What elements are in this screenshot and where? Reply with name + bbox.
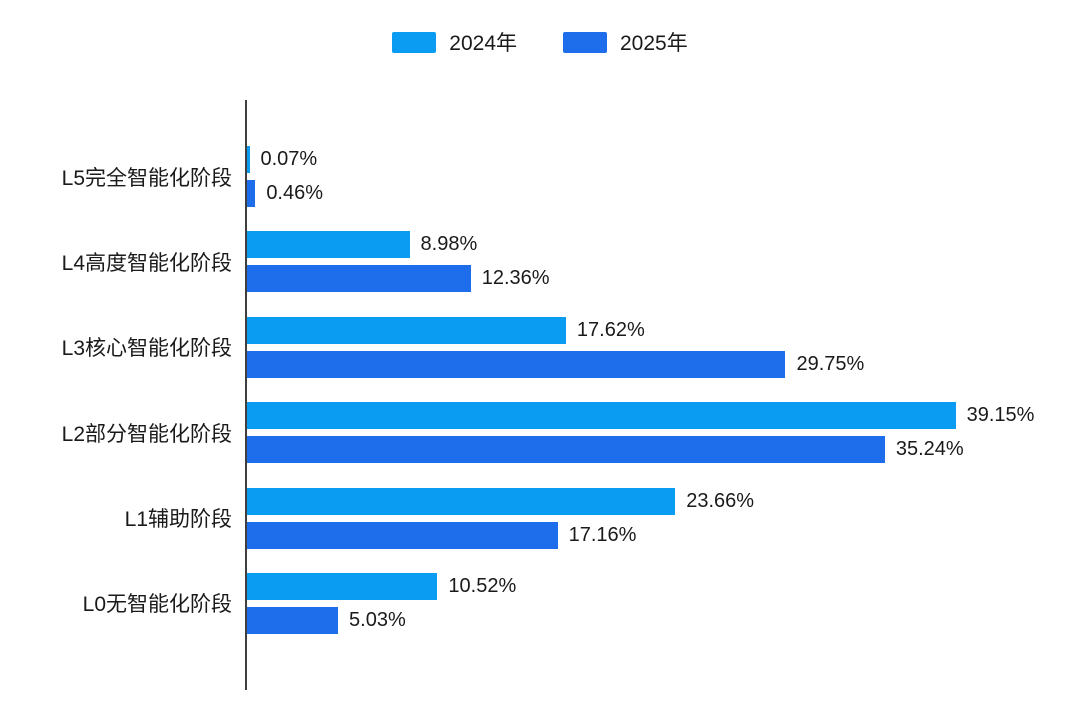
legend-item-2025: 2025年 [563,27,688,57]
value-label: 29.75% [796,352,865,375]
bar-row: 39.15% [247,402,1080,430]
bar-2024年 [247,572,438,600]
category-label: L3核心智能化阶段 [61,337,232,361]
bar-2025年 [247,521,558,549]
category-group: L5完全智能化阶段 0.07% 0.46% [0,146,1080,207]
bar-row: 29.75% [247,350,1080,378]
bar-row: 12.36% [247,265,1080,293]
bar-2024年 [247,231,410,259]
bar-row: 5.03% [247,606,1080,634]
legend-item-2024: 2024年 [392,27,517,57]
value-label: 0.46% [266,182,324,204]
bar-row: 10.52% [247,572,1080,600]
value-label: 5.03% [349,608,406,631]
bar-row: 35.24% [247,436,1080,464]
value-label: 0.07% [260,148,318,170]
chart-plot-area: L5完全智能化阶段 0.07% 0.46% L4高度智能化阶段 8.98% 12.36% L… [0,146,1080,658]
value-label: 12.36% [481,267,550,290]
bar-2024年 [247,316,566,344]
legend-label-2025: 2025年 [620,32,688,55]
legend-label-2024: 2024年 [449,32,517,55]
bar-2025年 [247,265,471,293]
category-group: L1辅助阶段 23.66% 17.16% [0,487,1080,549]
bar-2024年 [247,146,250,173]
chart-legend: 2024年 2025年 [0,27,1080,57]
bar-2025年 [247,180,256,207]
category-group: L3核心智能化阶段 17.62% 29.75% [0,316,1080,378]
value-label: 10.52% [448,574,517,597]
category-label: L5完全智能化阶段 [61,166,232,190]
value-label: 35.24% [895,438,964,461]
category-label: L4高度智能化阶段 [61,251,232,275]
category-group: L2部分智能化阶段 39.15% 35.24% [0,402,1080,464]
bar-row: 23.66% [247,487,1080,515]
bar-row: 0.07% [247,146,1080,173]
value-label: 17.16% [568,523,637,546]
category-group: L4高度智能化阶段 8.98% 12.36% [0,231,1080,293]
legend-swatch-2025 [563,31,607,53]
bar-2024年 [247,402,956,430]
value-label: 8.98% [420,233,478,256]
bar-row: 8.98% [247,231,1080,259]
bar-2025年 [247,436,885,464]
legend-swatch-2024 [392,31,437,53]
bar-row: 17.16% [247,521,1080,549]
bar-row: 17.62% [247,316,1080,344]
value-label: 17.62% [576,318,645,341]
bar-2025年 [247,350,786,378]
category-label: L1辅助阶段 [124,508,232,532]
category-label: L0无智能化阶段 [82,593,232,617]
category-label: L2部分智能化阶段 [61,422,232,446]
value-label: 39.15% [966,404,1035,427]
bar-2024年 [247,487,676,515]
y-axis-line [245,100,247,690]
bar-2025年 [247,606,339,634]
value-label: 23.66% [686,489,755,512]
bar-row: 0.46% [247,180,1080,207]
category-group: L0无智能化阶段 10.52% 5.03% [0,572,1080,634]
